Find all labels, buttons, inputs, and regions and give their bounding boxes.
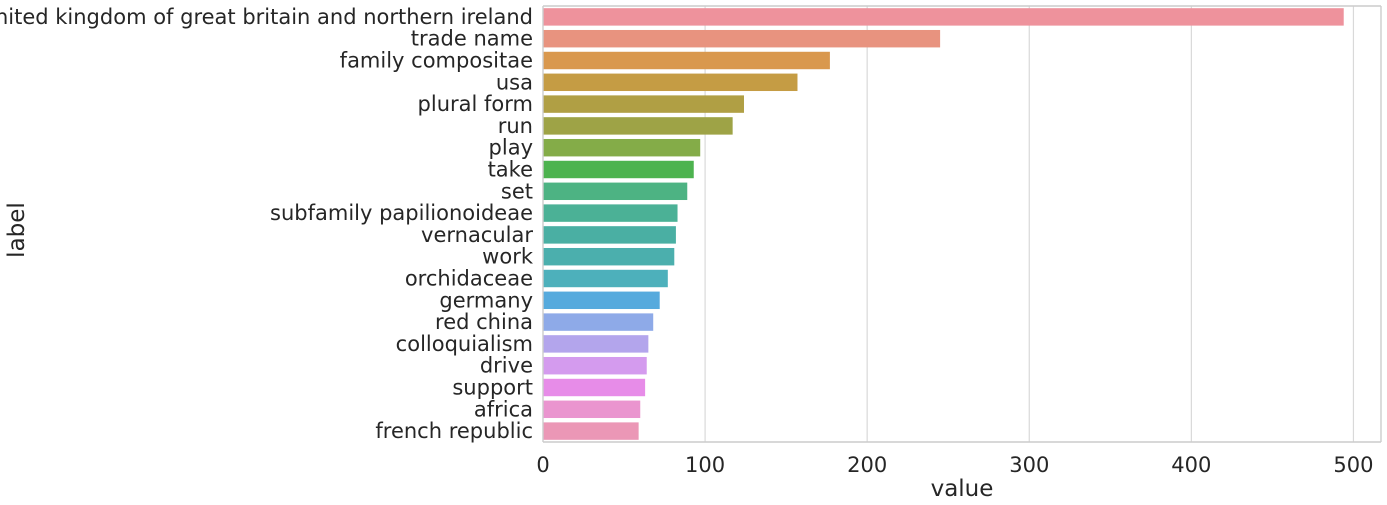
bar xyxy=(543,247,675,266)
bar xyxy=(543,73,798,92)
y-tick-label: subfamily papilionoideae xyxy=(270,201,533,225)
y-tick-label: colloquialism xyxy=(396,332,533,356)
y-tick-label: africa xyxy=(474,397,533,421)
x-axis-title: value xyxy=(931,476,994,502)
y-tick-label: vernacular xyxy=(421,223,533,247)
y-tick-label: usa xyxy=(496,70,533,94)
x-tick-label: 200 xyxy=(847,453,887,477)
bar xyxy=(543,422,639,440)
bar xyxy=(543,291,660,310)
bar xyxy=(543,335,649,353)
y-tick-label: trade name xyxy=(411,27,533,51)
x-tick-label: 100 xyxy=(685,453,725,477)
bar xyxy=(543,269,668,288)
y-tick-label: germany xyxy=(439,288,533,312)
y-tick-label: united kingdom of great britain and nort… xyxy=(0,5,533,29)
y-tick-label: orchidaceae xyxy=(405,267,533,291)
y-tick-label: family compositae xyxy=(340,49,533,73)
y-tick-label: plural form xyxy=(418,92,533,116)
y-tick-label: play xyxy=(489,136,533,160)
category-labels: united kingdom of great britain and nort… xyxy=(0,5,534,443)
bar xyxy=(543,204,678,222)
axes-frame xyxy=(542,5,1382,443)
bar xyxy=(543,8,1344,26)
bar-layer xyxy=(543,8,1344,440)
x-tick-label: 500 xyxy=(1333,453,1373,477)
x-tick-label: 0 xyxy=(536,453,549,477)
grid-layer xyxy=(704,6,1355,442)
y-tick-label: run xyxy=(498,114,533,138)
x-tick-labels: 0 100 200 300 400 500 xyxy=(536,453,1373,477)
bar xyxy=(543,356,647,375)
bar xyxy=(543,29,941,48)
bar xyxy=(543,400,641,419)
y-tick-label: french republic xyxy=(375,419,533,443)
y-axis-title: label xyxy=(4,202,30,258)
bar xyxy=(543,182,688,201)
bar xyxy=(543,51,830,70)
y-tick-label: drive xyxy=(480,354,533,378)
x-tick-label: 400 xyxy=(1171,453,1211,477)
bar xyxy=(543,378,646,397)
y-tick-label: work xyxy=(482,245,534,269)
bar xyxy=(543,138,701,157)
bar xyxy=(543,313,654,331)
y-tick-label: support xyxy=(452,376,533,400)
y-tick-label: set xyxy=(501,179,533,203)
x-tick-label: 300 xyxy=(1009,453,1049,477)
y-tick-label: red china xyxy=(435,310,533,334)
bar xyxy=(543,117,733,135)
bar xyxy=(543,226,676,244)
bar xyxy=(543,95,744,113)
y-tick-label: take xyxy=(488,158,533,182)
bar xyxy=(543,160,694,179)
